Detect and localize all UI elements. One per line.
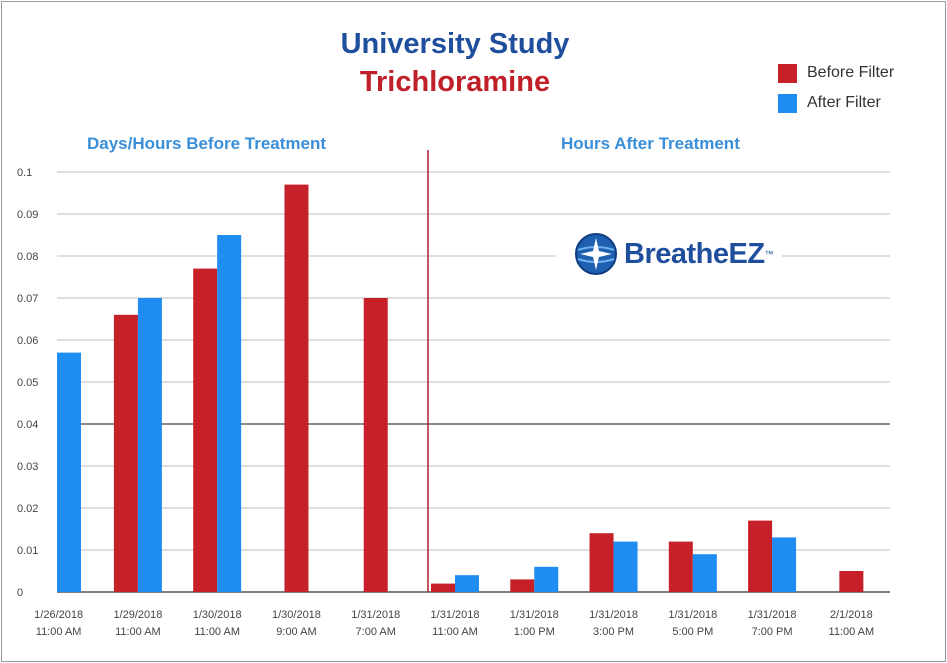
legend-item-before: Before Filter	[778, 58, 894, 88]
y-tick-label: 0.09	[17, 209, 38, 221]
x-tick-label-time: 3:00 PM	[593, 626, 634, 638]
x-tick-label-date: 2/1/2018	[830, 609, 873, 621]
y-tick-label: 0.05	[17, 377, 38, 389]
chart-subtitle: Trichloramine	[359, 66, 551, 98]
bar-before	[284, 184, 309, 592]
logo-trademark: ™	[764, 249, 774, 259]
x-tick-label-date: 1/26/2018	[34, 609, 83, 621]
bar-after	[455, 575, 479, 592]
bar-before	[839, 571, 864, 592]
x-tick-label-date: 1/29/2018	[113, 609, 162, 621]
bar-after	[613, 541, 638, 592]
bar-before	[113, 314, 138, 592]
bar-after	[534, 566, 559, 592]
bar-before	[748, 520, 773, 592]
x-tick-label-date: 1/31/2018	[351, 609, 400, 621]
y-tick-label: 0.04	[17, 419, 38, 431]
bar-before	[193, 268, 218, 592]
x-tick-label-date: 1/31/2018	[431, 609, 480, 621]
y-tick-label: 0.06	[17, 335, 38, 347]
breatheez-logo: BreatheEZ ™	[556, 232, 782, 276]
bar-before	[510, 579, 535, 592]
legend-label-after: After Filter	[807, 94, 881, 111]
y-tick-label: 0.01	[17, 545, 38, 557]
section-label-after: Hours After Treatment	[561, 134, 740, 153]
y-tick-label: 0.03	[17, 461, 38, 473]
y-tick-label: 0	[17, 587, 23, 599]
x-tick-label-date: 1/31/2018	[510, 609, 559, 621]
bar-after	[772, 537, 797, 592]
x-tick-label-time: 5:00 PM	[672, 626, 713, 638]
bar-before	[589, 533, 614, 592]
bar-before	[363, 298, 388, 592]
legend-swatch-before	[778, 63, 797, 83]
x-tick-label-time: 1:00 PM	[514, 626, 555, 638]
bar-after	[217, 235, 242, 592]
bar-before	[668, 541, 693, 592]
bar-after	[137, 298, 162, 592]
bar-after	[57, 352, 81, 592]
legend-label-before: Before Filter	[807, 64, 895, 81]
y-tick-label: 0.08	[17, 251, 38, 263]
y-tick-label: 0.1	[17, 167, 32, 179]
y-tick-label: 0.02	[17, 503, 38, 515]
x-tick-label-time: 9:00 AM	[276, 626, 316, 638]
bar-after	[692, 554, 717, 592]
legend-item-after: After Filter	[778, 88, 894, 118]
x-tick-label-time: 11:00 AM	[194, 626, 240, 638]
x-tick-label-time: 7:00 AM	[356, 626, 396, 638]
x-tick-label-time: 11:00 AM	[432, 626, 478, 638]
x-tick-label-date: 1/31/2018	[748, 609, 797, 621]
x-tick-label-time: 11:00 AM	[115, 626, 161, 638]
y-tick-label: 0.07	[17, 293, 38, 305]
bar-before	[431, 583, 455, 592]
legend: Before Filter After Filter	[778, 58, 894, 118]
x-tick-label-date: 1/31/2018	[589, 609, 638, 621]
x-tick-label-date: 1/30/2018	[193, 609, 242, 621]
x-tick-label-time: 11:00 AM	[829, 626, 875, 638]
x-tick-label-time: 7:00 PM	[752, 626, 793, 638]
x-tick-label-date: 1/31/2018	[668, 609, 717, 621]
chart-title: University Study	[340, 28, 570, 60]
section-label-before: Days/Hours Before Treatment	[87, 134, 327, 153]
x-tick-label-date: 1/30/2018	[272, 609, 321, 621]
x-tick-label-time: 11:00 AM	[36, 626, 82, 638]
globe-star-icon	[575, 233, 617, 275]
logo-text: BreatheEZ	[624, 237, 765, 270]
legend-swatch-after	[778, 93, 797, 113]
